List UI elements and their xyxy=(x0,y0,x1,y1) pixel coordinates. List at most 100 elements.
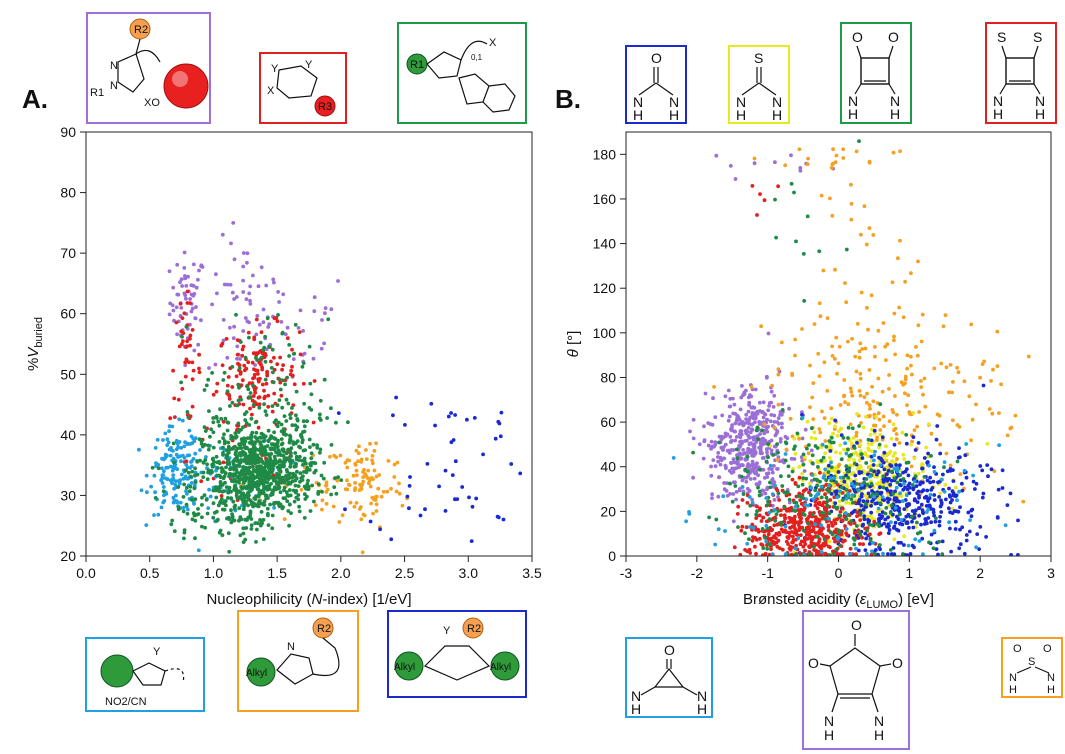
data-point xyxy=(185,507,190,512)
data-point xyxy=(294,457,299,462)
data-point xyxy=(919,502,924,507)
data-point xyxy=(871,399,876,404)
data-point xyxy=(716,527,721,532)
data-point xyxy=(289,511,293,515)
data-point xyxy=(813,518,818,523)
data-point xyxy=(940,477,944,482)
data-point xyxy=(749,385,754,389)
data-point xyxy=(893,506,898,510)
data-point xyxy=(268,502,272,507)
data-point xyxy=(251,383,255,388)
data-point xyxy=(864,536,868,541)
data-point xyxy=(241,485,246,490)
data-point xyxy=(727,469,732,473)
data-point xyxy=(451,438,456,442)
data-point xyxy=(728,164,733,168)
data-point xyxy=(216,466,220,470)
data-point xyxy=(996,487,1001,492)
data-point xyxy=(990,411,995,416)
data-point xyxy=(311,420,316,425)
data-point xyxy=(881,321,886,325)
data-point xyxy=(793,552,798,556)
data-point xyxy=(858,533,863,538)
data-point xyxy=(767,552,772,556)
data-point xyxy=(872,453,877,458)
data-point xyxy=(772,542,777,546)
data-point xyxy=(919,385,924,389)
data-point xyxy=(888,449,893,454)
data-point xyxy=(923,517,928,521)
data-point xyxy=(949,549,953,554)
data-point xyxy=(855,321,860,326)
data-point xyxy=(816,521,820,526)
data-point xyxy=(867,160,872,165)
data-point xyxy=(305,465,310,470)
data-point xyxy=(237,366,242,371)
data-point xyxy=(294,441,298,446)
data-point xyxy=(183,440,188,445)
data-point xyxy=(322,377,327,382)
data-point xyxy=(235,474,240,479)
data-point xyxy=(844,451,849,456)
data-point xyxy=(850,481,854,486)
data-point xyxy=(225,383,230,388)
data-point xyxy=(971,479,976,484)
data-point xyxy=(277,468,281,472)
data-point xyxy=(911,411,916,415)
data-point xyxy=(224,465,228,470)
data-point xyxy=(955,365,959,370)
data-point xyxy=(206,506,211,510)
data-point xyxy=(226,444,231,449)
data-point xyxy=(352,504,357,509)
data-point xyxy=(770,383,774,388)
data-point xyxy=(358,482,362,487)
data-point xyxy=(233,488,238,493)
data-point xyxy=(815,483,819,488)
data-point xyxy=(805,214,810,219)
data-point xyxy=(256,439,260,443)
data-point xyxy=(855,524,859,528)
data-point xyxy=(843,524,847,528)
data-point xyxy=(924,504,929,508)
data-point xyxy=(733,421,738,426)
data-point xyxy=(893,520,898,525)
data-point xyxy=(886,468,891,473)
data-point xyxy=(302,456,307,461)
data-point xyxy=(262,345,267,350)
data-point xyxy=(885,496,890,501)
data-point xyxy=(241,402,246,407)
data-point xyxy=(829,460,833,465)
data-point xyxy=(770,467,774,472)
data-point xyxy=(903,377,908,382)
data-point xyxy=(849,201,854,206)
data-point xyxy=(176,505,181,509)
data-point xyxy=(257,360,262,365)
data-point xyxy=(301,381,306,386)
data-point xyxy=(283,496,287,501)
data-point xyxy=(721,494,726,499)
data-point xyxy=(226,375,231,379)
data-point xyxy=(241,425,245,430)
data-point xyxy=(832,484,837,488)
data-point xyxy=(745,470,750,474)
data-point xyxy=(311,442,316,447)
data-point xyxy=(820,503,825,508)
data-point xyxy=(180,387,185,391)
data-point xyxy=(152,513,156,517)
data-point xyxy=(243,439,248,444)
data-point xyxy=(916,489,921,494)
data-point xyxy=(858,371,863,376)
data-point xyxy=(198,458,202,463)
data-point xyxy=(305,482,310,486)
data-point xyxy=(912,456,917,461)
data-point xyxy=(823,451,828,455)
data-point xyxy=(882,450,887,455)
data-point xyxy=(251,452,256,457)
data-point xyxy=(179,380,184,385)
data-point xyxy=(780,402,785,407)
data-point xyxy=(175,467,180,471)
data-point xyxy=(217,489,222,494)
data-point xyxy=(932,465,936,469)
data-point xyxy=(806,503,810,508)
svg-text:N: N xyxy=(1035,93,1045,109)
